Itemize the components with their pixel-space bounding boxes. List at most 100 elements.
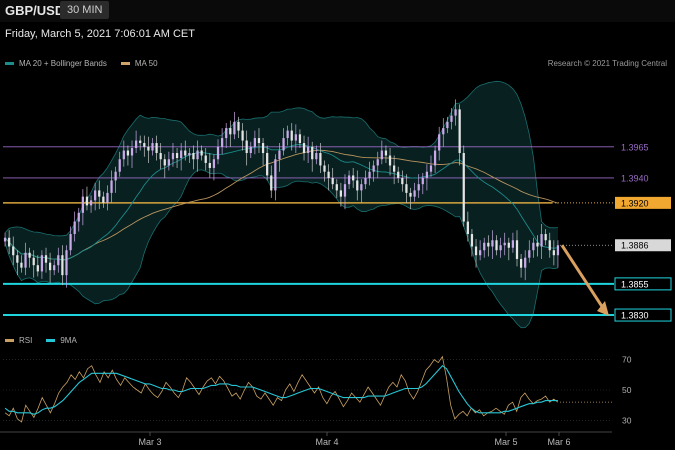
candle	[487, 235, 490, 257]
candle-body	[438, 134, 441, 151]
legend-item-ma50[interactable]: MA 50	[120, 59, 158, 68]
candle-body	[12, 246, 15, 256]
candle-body	[552, 250, 555, 256]
candle-body	[347, 175, 351, 185]
candle-body	[249, 146, 252, 154]
candle	[364, 170, 367, 190]
legend-label-ma50: MA 50	[134, 59, 158, 68]
level-label-box	[614, 277, 672, 291]
candle-body	[450, 115, 453, 122]
rsi-gridline-70: 70	[3, 355, 632, 365]
candle-body	[220, 138, 224, 147]
candle	[438, 126, 441, 161]
level-label: 1.3855	[621, 279, 649, 289]
candle-body	[331, 177, 334, 185]
candle	[384, 145, 388, 163]
candle	[220, 128, 224, 155]
candle	[216, 139, 220, 165]
candle	[241, 123, 244, 151]
candle-body	[343, 184, 347, 197]
candle	[180, 143, 183, 171]
candle-body	[8, 237, 11, 247]
candle-body	[491, 240, 494, 247]
candle-body	[233, 121, 236, 135]
candle	[462, 145, 465, 227]
candle	[552, 240, 555, 266]
candle-body	[507, 242, 510, 248]
candle-body	[159, 153, 162, 160]
candle	[36, 255, 39, 277]
candle	[479, 240, 482, 261]
candle	[85, 186, 89, 211]
candle-body	[466, 221, 469, 235]
legend-item-rsi[interactable]: RSI	[5, 336, 32, 345]
candle	[196, 140, 199, 172]
candle	[282, 128, 285, 156]
candle-body	[229, 128, 232, 135]
ma20-line	[4, 144, 559, 261]
candle	[356, 170, 359, 201]
candle	[532, 237, 535, 258]
rsi-gridline-50: 50	[3, 385, 632, 395]
candle	[298, 129, 302, 149]
candle-body	[417, 184, 420, 191]
candle-body	[274, 159, 277, 191]
candle	[474, 239, 478, 268]
candle-body	[479, 250, 482, 256]
candle-body	[192, 153, 195, 160]
level-pivot-1-3920: 1.3920	[3, 196, 671, 209]
projection-arrow-head	[597, 301, 609, 317]
candle	[368, 161, 371, 186]
candle-body	[225, 128, 228, 139]
level-support-1-3855: 1.3855	[3, 277, 672, 291]
candle	[106, 185, 109, 211]
candle-body	[237, 121, 240, 131]
candle-body	[397, 171, 400, 178]
candle	[3, 232, 7, 247]
candle-body	[241, 130, 244, 141]
candle	[376, 151, 379, 178]
candle	[388, 148, 392, 176]
candle	[245, 130, 248, 166]
legend-item-9ma[interactable]: 9MA	[46, 336, 77, 345]
candle	[77, 207, 80, 232]
candle-body	[315, 153, 318, 160]
candle-body	[536, 242, 539, 247]
candle-body	[462, 153, 465, 222]
x-tick-label: Mar 3	[138, 437, 161, 447]
candle-body	[503, 242, 506, 246]
candles	[3, 99, 560, 288]
candle	[171, 143, 175, 167]
candle	[200, 145, 203, 161]
candle	[175, 148, 179, 168]
candle-body	[32, 257, 35, 266]
candle	[20, 255, 23, 273]
candle	[343, 174, 347, 210]
candle	[556, 240, 560, 268]
candle-body	[409, 192, 412, 197]
candle-body	[188, 153, 191, 156]
candle-body	[98, 190, 101, 197]
candle	[397, 166, 400, 183]
bollinger-band-fill	[5, 81, 558, 328]
candle	[327, 164, 330, 191]
legend-item-ma20[interactable]: MA 20 + Bollinger Bands	[5, 59, 107, 68]
bollinger-upper-line	[4, 80, 559, 237]
candle	[507, 237, 510, 261]
candle	[466, 211, 469, 242]
candle-body	[282, 138, 285, 151]
candle-body	[323, 165, 326, 172]
candle-body	[380, 150, 383, 160]
candle-body	[388, 155, 392, 166]
candle-body	[532, 242, 535, 251]
candle	[442, 118, 445, 147]
candle	[237, 116, 240, 139]
candle	[319, 143, 322, 173]
candle	[266, 145, 269, 181]
rsi-series-9ma	[4, 364, 558, 415]
candle	[110, 170, 113, 203]
candle-body	[110, 180, 113, 193]
x-tick-mar-5: Mar 5	[494, 432, 518, 447]
timeframe-button[interactable]: 30 MIN	[60, 1, 110, 19]
